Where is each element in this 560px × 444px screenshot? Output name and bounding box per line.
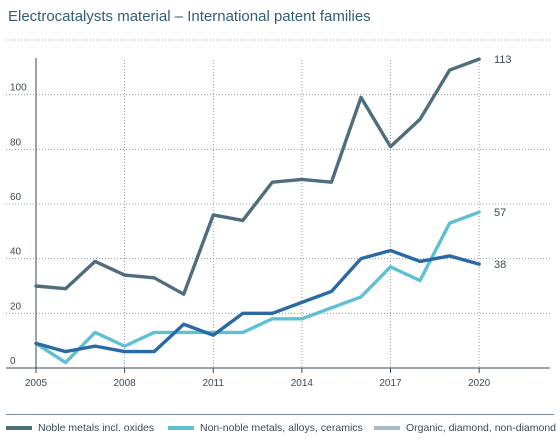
legend-swatch-noble-metals [6,426,32,430]
y-tick-label: 80 [10,137,22,148]
legend-swatch-organic-diamond [374,426,400,430]
end-value-label: 113 [494,54,512,66]
legend-label-organic-diamond: Organic, diamond, non-diamond [406,422,556,434]
x-tick-label: 2017 [379,378,402,389]
chart-legend: Noble metals incl. oxides Non-noble meta… [6,414,554,437]
legend-swatch-non-noble-metals [168,426,194,430]
x-tick-label: 2020 [468,378,491,389]
legend-item-noble-metals: Noble metals incl. oxides [6,422,154,434]
legend-label-non-noble-metals: Non-noble metals, alloys, ceramics [200,422,363,434]
series-line-1 [36,212,479,362]
legend-item-organic-diamond: Organic, diamond, non-diamond [374,422,556,434]
y-tick-label: 100 [10,83,27,94]
line-chart: 0 20 40 60 80 100 2005 2008 2011 2014 2017 2020 113 5… [0,0,560,410]
end-value-label: 57 [494,207,506,219]
legend-item-non-noble-metals: Non-noble metals, alloys, ceramics [168,422,363,434]
x-tick-label: 2011 [202,378,224,389]
x-tick-label: 2005 [25,378,48,389]
y-tick-label: 60 [10,192,22,203]
y-tick-label: 40 [10,247,22,258]
y-tick-label: 20 [10,301,22,312]
legend-label-noble-metals: Noble metals incl. oxides [38,422,154,434]
x-tick-label: 2008 [114,378,137,389]
end-value-label: 38 [494,259,506,271]
y-tick-label: 0 [10,356,16,367]
x-tick-label: 2014 [291,378,314,389]
